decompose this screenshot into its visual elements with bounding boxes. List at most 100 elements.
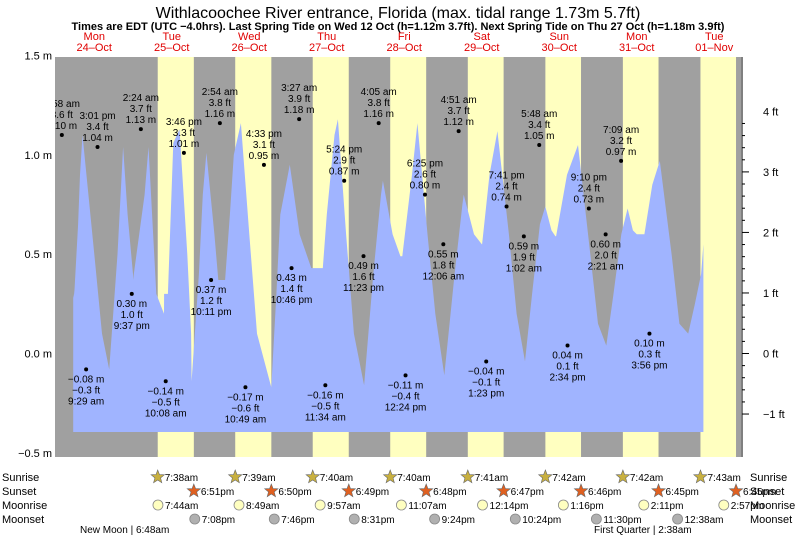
day-name: Sat: [473, 31, 490, 43]
sunset-time: 6:48pm: [433, 487, 466, 498]
extreme-dot: [95, 144, 100, 149]
extreme-feet: 3.7 ft: [130, 104, 152, 115]
row-label-right: Moonrise: [750, 500, 795, 512]
day-name: Mon: [626, 31, 647, 43]
extreme-dot: [504, 204, 509, 209]
moonrise-time: 8:49am: [246, 501, 279, 512]
extreme-time: 9:10 pm: [571, 173, 607, 184]
sunrise-time: 7:43am: [707, 473, 740, 484]
moonset-moon-icon: [348, 513, 360, 525]
extreme-time: 9:37 pm: [114, 321, 150, 332]
sunset-star-icon: [496, 483, 512, 498]
extreme-height: 0.74 m: [491, 193, 522, 204]
extreme-dot: [403, 373, 408, 378]
day-name: Thu: [317, 31, 336, 43]
moonrise-time: 12:14pm: [490, 501, 529, 512]
sunrise-star-icon: [692, 469, 708, 484]
extreme-feet: 3.4 ft: [86, 122, 108, 133]
extreme-feet: 1.2 ft: [200, 296, 222, 307]
extreme-dot: [521, 234, 526, 239]
right-tick-label: 0 ft: [763, 349, 778, 361]
moonset-moon-icon: [590, 513, 602, 525]
extreme-time: 7:41 pm: [488, 171, 524, 182]
extreme-feet: 3.6 ft: [51, 110, 73, 121]
extreme-dot: [441, 242, 446, 247]
extreme-height: 0.97 m: [606, 147, 637, 158]
extreme-time: 3:56 pm: [631, 361, 667, 372]
extreme-height: −0.08 m: [68, 374, 104, 385]
day-date: 27–Oct: [309, 42, 344, 54]
sunset-time: 6:51pm: [201, 487, 234, 498]
moonset-moon-icon: [509, 513, 521, 525]
extreme-height: 0.30 m: [116, 299, 147, 310]
day-date: 30–Oct: [542, 42, 577, 54]
extreme-feet: −0.1 ft: [472, 377, 500, 388]
moonset-time: 11:30pm: [603, 515, 641, 526]
moonset-moon-icon: [268, 513, 280, 525]
tide-extremes: 1:58 am3.6 ft1.10 m −0.08 m−0.3 ft9:29 am…: [44, 83, 668, 425]
moonrise-moon-icon: [477, 499, 488, 511]
day-name: Wed: [238, 31, 260, 43]
sunset-time: 6:50pm: [278, 487, 311, 498]
extreme-dot: [59, 133, 64, 138]
extreme-height: 0.10 m: [634, 339, 665, 350]
moonrise-moon-icon: [718, 499, 730, 511]
moonset-time: 7:46pm: [281, 515, 314, 526]
extreme-time: 2:54 am: [202, 87, 238, 98]
extreme-feet: −0.6 ft: [231, 403, 259, 414]
extreme-feet: 0.3 ft: [638, 350, 660, 361]
extreme-height: 1.12 m: [443, 117, 474, 128]
right-tick-label: 1 ft: [763, 288, 778, 300]
extreme-height: 0.73 m: [574, 195, 605, 206]
day-date: 31–Oct: [619, 42, 654, 54]
extreme-time: 4:51 am: [441, 95, 477, 106]
extreme-height: 1.16 m: [205, 109, 236, 120]
extreme-feet: −0.4 ft: [392, 391, 420, 402]
extreme-dot: [297, 117, 302, 122]
moonrise-moon-icon: [314, 499, 326, 511]
extreme-height: 0.49 m: [348, 261, 379, 272]
extreme-feet: 3.7 ft: [448, 106, 470, 117]
row-label-right: Sunset: [750, 486, 784, 498]
sunrise-star-icon: [382, 469, 398, 484]
moonset-time: 9:24pm: [442, 515, 475, 526]
extreme-time: 4:33 pm: [246, 129, 282, 140]
extreme-dot: [484, 359, 489, 364]
extreme-feet: −0.3 ft: [72, 385, 100, 396]
extreme-height: 0.87 m: [329, 167, 360, 178]
moonrise-moon-icon: [557, 499, 569, 511]
extreme-time: 3:01 pm: [79, 111, 115, 122]
extreme-dot: [129, 291, 134, 296]
moonrise-time: 11:07am: [408, 501, 446, 512]
left-tick-label: 0.0 m: [24, 349, 52, 361]
extreme-height: 1.10 m: [47, 121, 78, 132]
sunrise-time: 7:40am: [320, 473, 353, 484]
day-date: 29–Oct: [464, 42, 499, 54]
right-tick-label: 3 ft: [763, 167, 778, 179]
daylight-band: [700, 57, 737, 457]
day-name: Tue: [162, 31, 181, 43]
row-label-left: Moonset: [2, 514, 44, 526]
day-name: Sun: [549, 31, 569, 43]
right-tick-label: 4 ft: [763, 106, 778, 118]
extreme-height: 0.37 m: [196, 285, 227, 296]
extreme-feet: 1.6 ft: [352, 272, 374, 283]
extreme-time: 1:23 pm: [468, 388, 504, 399]
sunrise-star-icon: [460, 469, 476, 484]
extreme-feet: 0.1 ft: [556, 362, 578, 373]
moonset-moon-icon: [672, 513, 683, 525]
extreme-dot: [289, 266, 294, 271]
extreme-time: 2:24 am: [123, 93, 159, 104]
moonrise-moon-icon: [152, 499, 164, 511]
left-tick-label: 1.5 m: [24, 51, 52, 63]
extreme-time: 10:11 pm: [191, 307, 232, 318]
row-label-right: Sunrise: [750, 472, 787, 484]
sunset-star-icon: [573, 483, 589, 498]
extreme-feet: 3.3 ft: [173, 128, 195, 139]
moonrise-moon-icon: [233, 499, 245, 511]
extreme-dot: [181, 150, 186, 155]
extreme-height: 1.05 m: [524, 131, 555, 142]
moonset-time: 8:31pm: [361, 515, 394, 526]
extreme-feet: 1.8 ft: [432, 260, 454, 271]
axes: 1.5 m 1.0 m 0.5 m 0.0 m −0.5 m 4 ft 3 ft 2 ft 1 …: [0, 51, 796, 460]
